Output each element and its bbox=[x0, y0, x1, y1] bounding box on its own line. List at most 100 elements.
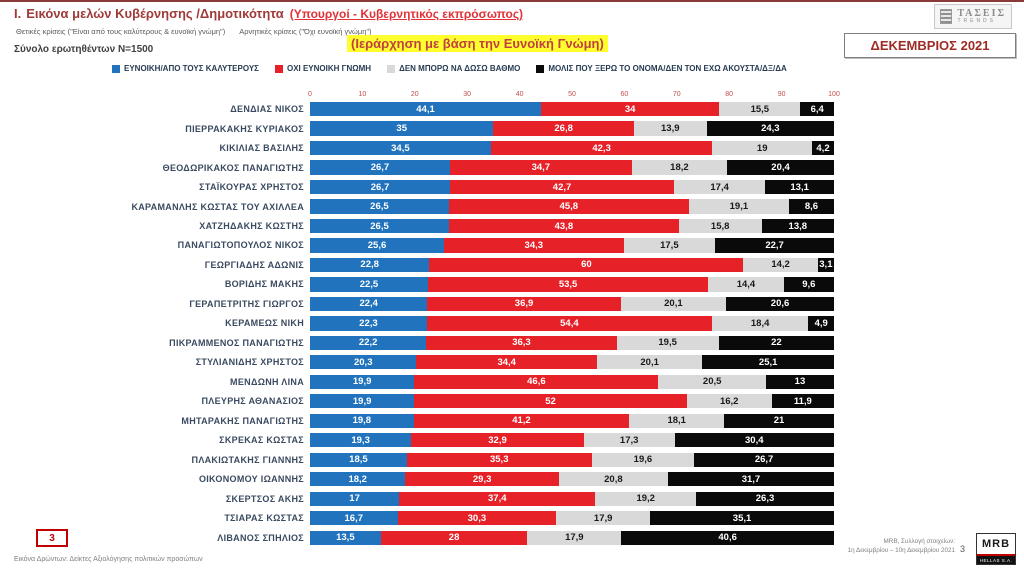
segment-value: 22,7 bbox=[765, 239, 784, 251]
bar-segment-not-favorable: 46,6 bbox=[414, 374, 659, 389]
chart-row: ΠΛΑΚΙΩΤΑΚΗΣ ΓΙΑΝΝΗΣ 18,5 35,3 19,6 26,7 bbox=[14, 452, 838, 467]
segment-value: 52 bbox=[545, 395, 556, 407]
segment-value: 13,9 bbox=[661, 123, 680, 135]
segment-value: 19,8 bbox=[352, 415, 372, 427]
stacked-bar: 34,5 42,3 19 4,2 bbox=[310, 140, 835, 156]
segment-value: 22,8 bbox=[360, 259, 379, 271]
bar-segment-cannot-rate: 20,1 bbox=[596, 355, 703, 370]
bar-segment-not-favorable: 34,4 bbox=[416, 355, 597, 370]
legend-item-cannot-rate: ΔΕΝ ΜΠΟΡΩ ΝΑ ΔΩΣΩ ΒΑΘΜΟ bbox=[387, 64, 520, 73]
segment-value: 60 bbox=[581, 259, 592, 271]
x-tick-label: 70 bbox=[672, 91, 681, 98]
segment-value: 8,6 bbox=[804, 201, 819, 213]
bar-segment-cannot-rate: 13,9 bbox=[633, 121, 707, 136]
bar-segment-barely-know: 6,4 bbox=[800, 102, 834, 117]
bar-segment-favorable: 34,5 bbox=[310, 140, 491, 156]
segment-value: 40,6 bbox=[718, 532, 737, 544]
chart-row: ΣΚΕΡΤΣΟΣ ΑΚΗΣ 17 37,4 19,2 26,3 bbox=[14, 491, 838, 506]
bar-segment-barely-know: 13 bbox=[765, 374, 835, 389]
stacked-bar: 19,3 32,9 17,3 30,4 bbox=[310, 433, 834, 448]
segment-value: 19,2 bbox=[636, 493, 655, 505]
bar-segment-cannot-rate: 18,4 bbox=[711, 316, 809, 331]
segment-value: 26,7 bbox=[370, 181, 390, 193]
segment-value: 25,1 bbox=[758, 356, 778, 368]
bar-segment-favorable: 22,2 bbox=[310, 335, 427, 350]
bar-segment-favorable: 26,5 bbox=[310, 218, 449, 234]
segment-value: 34,4 bbox=[497, 356, 516, 368]
mrb-logo: MRB HELLAS S.A. bbox=[976, 533, 1016, 565]
segment-value: 18,4 bbox=[750, 317, 770, 329]
segment-value: 34,7 bbox=[531, 162, 551, 174]
bar-segment-barely-know: 24,3 bbox=[706, 121, 835, 136]
bar-segment-cannot-rate: 18,2 bbox=[631, 160, 728, 175]
bar-segment-cannot-rate: 17,9 bbox=[527, 530, 622, 545]
segment-value: 15,8 bbox=[710, 220, 730, 232]
segment-value: 26,5 bbox=[370, 201, 389, 213]
row-label: ΣΤΑΪΚΟΥΡΑΣ ΧΡΗΣΤΟΣ bbox=[199, 182, 304, 193]
segment-value: 13,5 bbox=[336, 532, 355, 544]
bar-segment-barely-know: 21 bbox=[724, 413, 834, 428]
segment-value: 26,5 bbox=[370, 220, 389, 232]
stacked-bar: 13,5 28 17,9 40,6 bbox=[310, 530, 834, 545]
segment-value: 26,7 bbox=[370, 162, 390, 174]
row-label: ΚΑΡΑΜΑΝΛΗΣ ΚΩΣΤΑΣ ΤΟΥ ΑΧΙΛΛΕΑ bbox=[131, 201, 304, 212]
bar-segment-not-favorable: 34 bbox=[541, 102, 720, 117]
x-axis-ticks: 0 10 20 30 40 50 60 70 80 90 100 bbox=[308, 91, 840, 100]
taseis-logo-text: ΤΑΣΕΙΣ TRENDS bbox=[957, 8, 1006, 25]
row-label: ΠΙΕΡΡΑΚΑΚΗΣ ΚΥΡΙΑΚΟΣ bbox=[185, 123, 304, 134]
bar-segment-barely-know: 13,1 bbox=[765, 179, 834, 195]
legend-swatch-icon bbox=[274, 64, 283, 73]
segment-value: 19,5 bbox=[658, 337, 677, 349]
chart-row: ΓΕΩΡΓΙΑΔΗΣ ΑΔΩΝΙΣ 22,8 60 14,2 3,1 bbox=[14, 257, 838, 273]
bar-segment-favorable: 19,8 bbox=[310, 413, 414, 428]
stacked-bar: 19,9 52 16,2 11,9 bbox=[310, 394, 835, 409]
chart-rows: ΔΕΝΔΙΑΣ ΝΙΚΟΣ 44,1 34 15,5 6,4 ΠΙΕΡΡΑΚΑΚΗΣ ΚΥ… bbox=[14, 102, 838, 545]
segment-value: 6,4 bbox=[810, 103, 824, 115]
segment-value: 19,9 bbox=[352, 395, 372, 407]
segment-value: 36,9 bbox=[514, 298, 534, 310]
bar-segment-not-favorable: 26,8 bbox=[493, 121, 634, 136]
segment-value: 22,3 bbox=[359, 317, 378, 329]
x-tick-label: 90 bbox=[777, 91, 786, 98]
segment-value: 19,3 bbox=[351, 434, 370, 446]
segment-value: 17,9 bbox=[593, 512, 613, 524]
bar-segment-favorable: 20,3 bbox=[310, 355, 417, 370]
slide-number-badge: 3 bbox=[36, 529, 68, 547]
segment-value: 46,6 bbox=[527, 376, 546, 388]
chart-row: ΠΛΕΥΡΗΣ ΑΘΑΝΑΣΙΟΣ 19,9 52 16,2 11,9 bbox=[14, 394, 838, 409]
bar-segment-barely-know: 31,7 bbox=[667, 472, 834, 487]
stacked-bar: 26,7 42,7 17,4 13,1 bbox=[310, 179, 834, 195]
bar-segment-not-favorable: 53,5 bbox=[427, 277, 709, 292]
segment-value: 20,4 bbox=[771, 162, 790, 174]
segment-value: 17,4 bbox=[710, 181, 729, 193]
bar-segment-cannot-rate: 17,9 bbox=[556, 511, 651, 526]
segment-value: 22,2 bbox=[358, 337, 378, 349]
bar-segment-barely-know: 3,1 bbox=[817, 257, 834, 273]
segment-value: 19,9 bbox=[352, 376, 372, 388]
segment-value: 41,2 bbox=[512, 415, 531, 427]
segment-value: 17,3 bbox=[619, 434, 639, 446]
stacked-bar: 22,4 36,9 20,1 20,6 bbox=[310, 296, 834, 312]
taseis-logo-icon bbox=[940, 9, 953, 24]
taseis-logo-line2: TRENDS bbox=[957, 18, 996, 25]
row-label: ΓΕΩΡΓΙΑΔΗΣ ΑΔΩΝΙΣ bbox=[204, 259, 304, 270]
bar-segment-barely-know: 26,3 bbox=[696, 491, 834, 506]
segment-value: 44,1 bbox=[416, 103, 435, 115]
chart-row: ΒΟΡΙΔΗΣ ΜΑΚΗΣ 22,5 53,5 14,4 9,6 bbox=[14, 277, 838, 292]
row-label: ΜΗΤΑΡΑΚΗΣ ΠΑΝΑΓΙΩΤΗΣ bbox=[181, 415, 304, 426]
stacked-bar: 26,5 45,8 19,1 8,6 bbox=[310, 199, 834, 214]
date-box: ΔΕΚΕΜΒΡΙΟΣ 2021 bbox=[844, 33, 1016, 58]
stacked-bar: 18,5 35,3 19,6 26,7 bbox=[310, 452, 834, 467]
chart-row: ΠΙΕΡΡΑΚΑΚΗΣ ΚΥΡΙΑΚΟΣ 35 26,8 13,9 24,3 bbox=[14, 121, 838, 136]
segment-value: 34 bbox=[624, 103, 636, 115]
segment-value: 42,7 bbox=[552, 181, 572, 193]
bar-segment-barely-know: 22,7 bbox=[715, 238, 834, 253]
bar-segment-barely-know: 30,4 bbox=[674, 433, 834, 448]
bar-segment-favorable: 13,5 bbox=[310, 530, 381, 545]
row-label: ΚΙΚΙΛΙΑΣ ΒΑΣΙΛΗΣ bbox=[219, 143, 304, 154]
page-title-suffix: (Υπουργοί - Κυβερνητικός εκπρόσωπος) bbox=[289, 7, 524, 21]
row-label: ΟΙΚΟΝΟΜΟΥ ΙΩΑΝΝΗΣ bbox=[198, 474, 304, 485]
segment-value: 18,2 bbox=[348, 473, 367, 485]
segment-value: 53,5 bbox=[558, 278, 578, 290]
chart-row: ΣΤΑΪΚΟΥΡΑΣ ΧΡΗΣΤΟΣ 26,7 42,7 17,4 13,1 bbox=[14, 179, 838, 195]
